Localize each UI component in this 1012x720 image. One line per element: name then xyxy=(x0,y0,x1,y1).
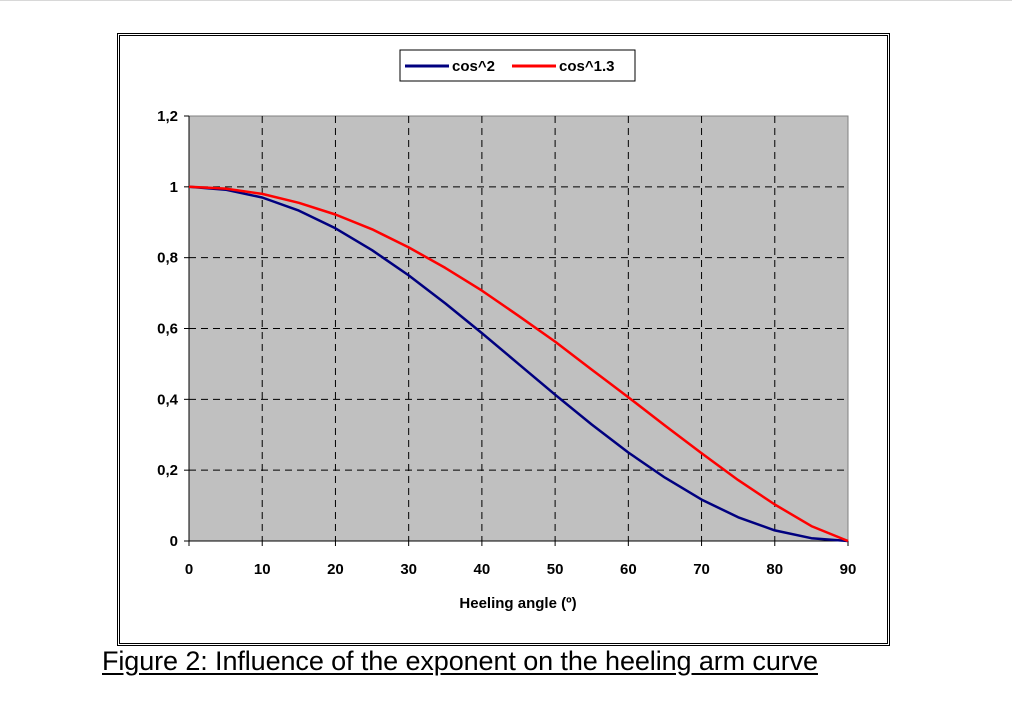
y-tick-labels: 0 0,2 0,4 0,6 0,8 1 1,2 xyxy=(157,108,179,550)
x-tick-label: 40 xyxy=(474,561,491,578)
x-tick-label: 20 xyxy=(327,561,344,578)
page-top-rule xyxy=(0,0,1012,1)
x-tick-label: 90 xyxy=(840,561,857,578)
y-tick-label: 1,2 xyxy=(157,108,178,125)
legend: cos^2 cos^1.3 xyxy=(399,49,636,82)
grid-lines xyxy=(189,116,848,541)
x-tick-label: 60 xyxy=(620,561,637,578)
x-axis-title: Heeling angle (º) xyxy=(459,595,576,612)
x-tick-labels: 0 10 20 30 40 50 60 70 80 90 xyxy=(185,561,857,578)
x-tick-label: 50 xyxy=(547,561,564,578)
y-tick-label: 0,8 xyxy=(157,250,178,267)
y-tick-label: 0 xyxy=(170,533,178,550)
x-tick-label: 0 xyxy=(185,561,193,578)
x-tick-label: 10 xyxy=(254,561,271,578)
series-line-0 xyxy=(188,185,849,543)
y-tick-label: 0,6 xyxy=(157,321,178,338)
figure-caption: Figure 2: Influence of the exponent on t… xyxy=(102,646,818,676)
x-tick-label: 30 xyxy=(400,561,417,578)
legend-label-cos1-3: cos^1.3 xyxy=(559,58,614,75)
chart-frame: 0 0,2 0,4 0,6 0,8 1 1,2 0 10 20 30 40 50 60 70 80 90 He… xyxy=(117,33,890,646)
series-lines xyxy=(188,185,849,543)
heeling-arm-chart: 0 0,2 0,4 0,6 0,8 1 1,2 0 10 20 30 40 50 60 70 80 90 He… xyxy=(157,49,857,612)
x-tick-label: 70 xyxy=(693,561,710,578)
y-tick-label: 0,2 xyxy=(157,462,178,479)
y-tick-label: 1 xyxy=(170,179,178,196)
y-tick-label: 0,4 xyxy=(157,391,179,408)
x-tick-label: 80 xyxy=(766,561,783,578)
legend-label-cos2: cos^2 xyxy=(452,58,495,75)
series-line-1 xyxy=(188,185,849,543)
